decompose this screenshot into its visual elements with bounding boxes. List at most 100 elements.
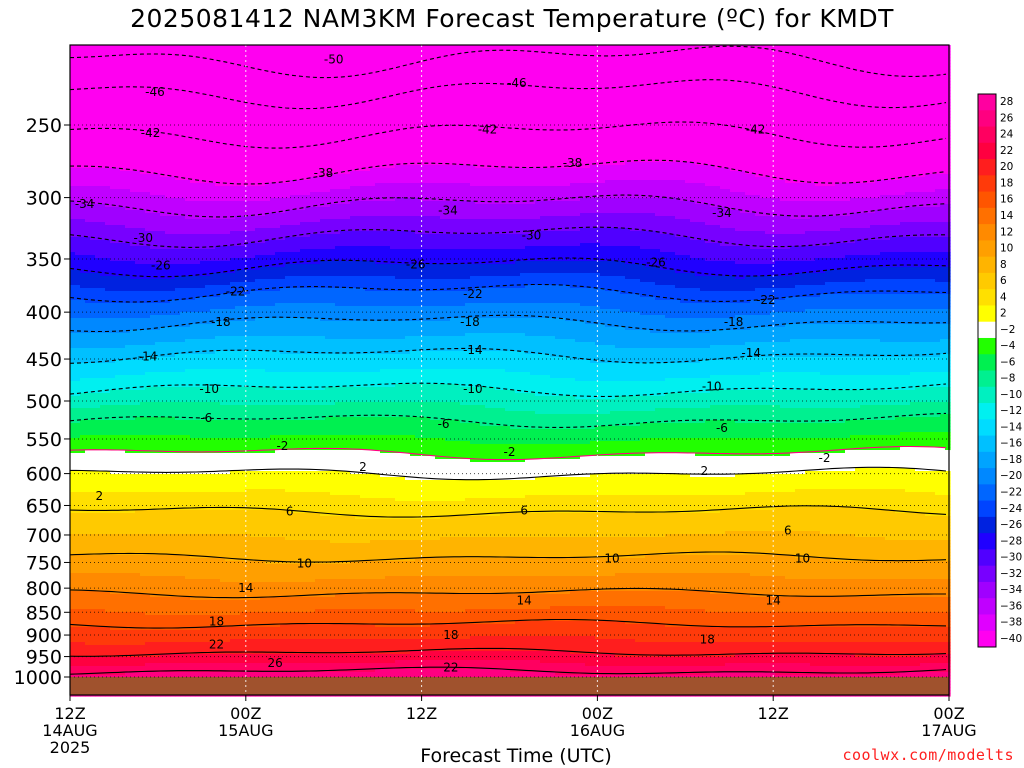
colorbar-swatch <box>978 452 996 469</box>
contour-label: -6 <box>438 417 450 431</box>
contour-label: -42 <box>746 123 766 137</box>
contour-label: -26 <box>151 259 171 273</box>
contour-label: 2 <box>701 464 709 478</box>
contour-label: -34 <box>75 197 95 211</box>
colorbar-swatch <box>978 273 996 290</box>
colorbar-swatch <box>978 94 996 111</box>
colorbar-label: 14 <box>1000 210 1014 222</box>
colorbar-label: 26 <box>1000 112 1014 124</box>
colorbar-swatch <box>978 175 996 192</box>
contour-label: 14 <box>766 593 781 607</box>
colorbar-label: −38 <box>1000 617 1022 629</box>
colorbar-swatch <box>978 143 996 160</box>
contour-label: -22 <box>756 293 776 307</box>
x-tick-label: 12Z <box>406 704 437 723</box>
colorbar-label: −24 <box>1000 503 1022 515</box>
y-tick-label: 750 <box>26 552 62 574</box>
colorbar-swatch <box>978 419 996 436</box>
y-tick-label: 250 <box>26 115 62 137</box>
colorbar-swatch <box>978 224 996 241</box>
x-tick-label: 17AUG <box>921 721 976 740</box>
contour-label: 10 <box>795 552 810 566</box>
colorbar-label: −4 <box>1000 340 1016 352</box>
colorbar-label: −28 <box>1000 535 1022 547</box>
y-tick-label: 1000 <box>14 667 62 689</box>
y-tick-label: 500 <box>26 391 62 413</box>
colorbar-label: −22 <box>1000 486 1022 498</box>
colorbar-label: 12 <box>1000 226 1013 238</box>
colorbar-swatch <box>978 598 996 615</box>
colorbar-label: −12 <box>1000 405 1022 417</box>
y-tick-label: 400 <box>26 302 62 324</box>
colorbar-label: −14 <box>1000 421 1022 433</box>
colorbar-swatch <box>978 468 996 485</box>
contour-label: -22 <box>226 285 246 299</box>
y-tick-label: 800 <box>26 578 62 600</box>
contour-label: -6 <box>200 411 212 425</box>
contour-label: 22 <box>443 661 458 675</box>
contour-label: -22 <box>463 287 483 301</box>
colorbar-label: 2 <box>1000 308 1007 320</box>
colorbar-swatch <box>978 354 996 371</box>
temperature-field <box>70 45 951 697</box>
colorbar-label: −36 <box>1000 600 1022 612</box>
contour-label: 6 <box>784 523 792 537</box>
colorbar-label: 8 <box>1000 259 1007 271</box>
contour-label: -38 <box>563 156 583 170</box>
colorbar-label: −18 <box>1000 454 1022 466</box>
y-axis: 2503003504004505005506006507007508008509… <box>14 115 70 689</box>
contour-label: 10 <box>604 552 619 566</box>
contour-label: -14 <box>463 343 483 357</box>
contour-label: -26 <box>406 258 426 272</box>
contour-label: 10 <box>297 557 312 571</box>
contour-label: -46 <box>507 76 527 90</box>
colorbar-label: −8 <box>1000 373 1015 385</box>
x-tick-label: 15AUG <box>218 721 273 740</box>
contour-label: -10 <box>702 379 722 393</box>
contour-label: -18 <box>460 315 480 329</box>
colorbar-label: −20 <box>1000 470 1022 482</box>
colorbar-swatch <box>978 566 996 583</box>
y-tick-label: 650 <box>26 495 62 517</box>
contour-label: -46 <box>145 85 165 99</box>
contour-label: -42 <box>141 126 161 140</box>
x-tick-label: 12Z <box>758 704 789 723</box>
colorbar-label: 6 <box>1000 275 1007 287</box>
colorbar-swatch <box>978 533 996 550</box>
colorbar-label: 24 <box>1000 129 1014 141</box>
contour-label: 22 <box>209 638 224 652</box>
colorbar-label: −26 <box>1000 519 1022 531</box>
colorbar-label: −16 <box>1000 438 1022 450</box>
colorbar-label: 18 <box>1000 177 1013 189</box>
colorbar-swatch <box>978 240 996 257</box>
y-tick-label: 550 <box>26 429 62 451</box>
x-tick-label: 16AUG <box>570 721 625 740</box>
colorbar-swatch <box>978 582 996 599</box>
contour-label: -14 <box>138 349 158 363</box>
y-tick-label: 950 <box>26 647 62 669</box>
colorbar-swatch <box>978 517 996 534</box>
colorbar-label: 10 <box>1000 243 1013 255</box>
colorbar-swatch <box>978 257 996 274</box>
colorbar-label: −10 <box>1000 389 1022 401</box>
colorbar-swatch <box>978 403 996 420</box>
colorbar-swatch <box>978 192 996 209</box>
colorbar-swatch <box>978 549 996 566</box>
y-tick-label: 700 <box>26 525 62 547</box>
colorbar-swatch <box>978 208 996 225</box>
contour-label: -6 <box>716 421 728 435</box>
contour-label: 26 <box>267 656 282 670</box>
y-tick-label: 900 <box>26 625 62 647</box>
colorbar-label: 28 <box>1000 96 1013 108</box>
colorbar-swatch <box>978 501 996 518</box>
y-tick-label: 600 <box>26 464 62 486</box>
colorbar-label: −32 <box>1000 568 1022 580</box>
colorbar-swatch <box>978 387 996 404</box>
colorbar-label: −40 <box>1000 633 1022 645</box>
y-tick-label: 450 <box>26 349 62 371</box>
contour-label: -2 <box>818 451 830 465</box>
colorbar-swatch <box>978 371 996 388</box>
colorbar-label: 4 <box>1000 291 1007 303</box>
credit-link[interactable]: coolwx.com/modelts <box>842 746 1014 764</box>
